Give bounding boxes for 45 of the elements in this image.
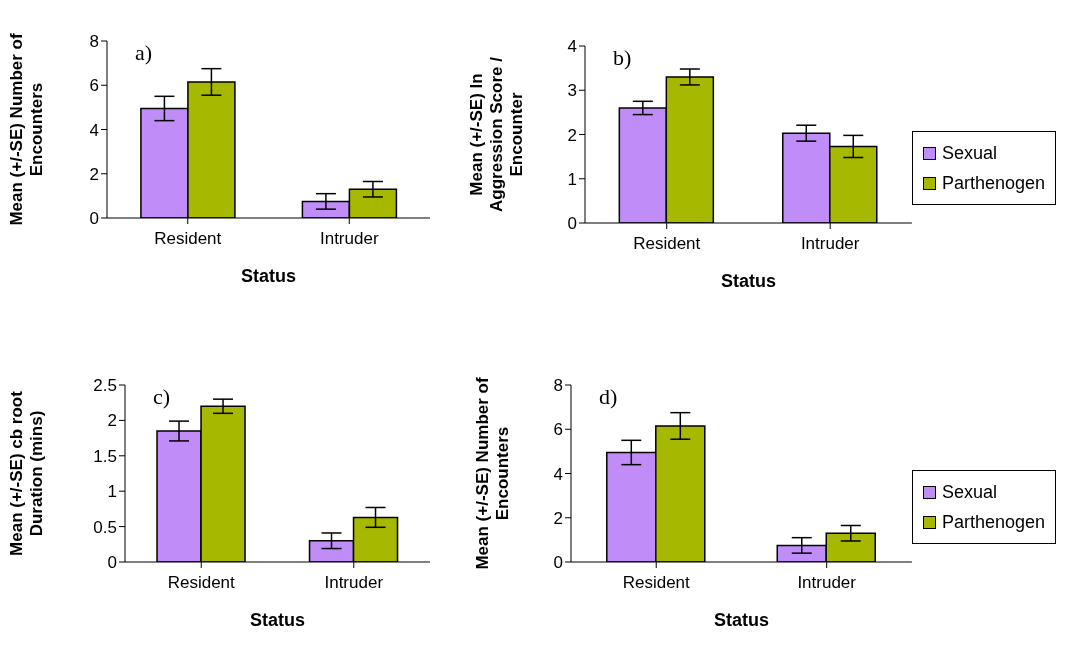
legend-label: Sexual: [941, 481, 997, 504]
y-tick-label: 0: [89, 209, 99, 229]
x-axis-title: Status: [713, 610, 769, 630]
x-tick-label: Intruder: [797, 573, 857, 593]
y-tick-label: 2.5: [93, 376, 117, 396]
x-tick-label: Resident: [154, 229, 222, 249]
y-tick-label: 2: [107, 411, 117, 431]
y-tick-label: 0.5: [93, 517, 117, 537]
x-tick-label: Intruder: [319, 229, 379, 249]
x-tick-label: Intruder: [800, 234, 860, 254]
y-tick-label: 1.5: [93, 446, 117, 466]
y-tick-label: 2: [553, 508, 563, 528]
x-tick-label: Resident: [633, 234, 701, 254]
x-tick-label: Resident: [622, 573, 691, 593]
y-axis-title: Mean (+/-SE) cb root Duration (mins): [7, 390, 46, 556]
x-tick-label: Resident: [167, 573, 236, 593]
x-tick-label: Intruder: [324, 573, 384, 593]
legend-label: Parthenogen: [941, 511, 1045, 534]
annotation: c): [153, 384, 171, 410]
legend-label: Parthenogen: [941, 172, 1045, 195]
y-axis-title: Mean (+/-SE) Number of Encounters: [7, 33, 46, 226]
y-tick-label: 8: [553, 376, 563, 396]
y-tick-label: 1: [107, 482, 117, 502]
y-axis-title: Mean (+/-SE) ln Aggression Score / Encounter: [467, 56, 526, 212]
y-tick-label: 6: [553, 420, 563, 440]
y-tick-label: 3: [567, 81, 577, 101]
annotation: a): [135, 40, 153, 66]
x-axis-title: Status: [720, 271, 776, 291]
y-tick-label: 4: [567, 37, 577, 57]
y-axis-title: Mean (+/-SE) Number of Encounters: [473, 377, 512, 570]
y-tick-label: 8: [89, 32, 99, 52]
y-tick-label: 2: [567, 125, 577, 145]
annotation: d): [599, 384, 618, 410]
y-tick-label: 0: [553, 553, 563, 573]
x-axis-title: Status: [249, 610, 306, 630]
y-tick-label: 4: [553, 464, 563, 484]
y-tick-label: 0: [107, 553, 117, 573]
annotation: b): [613, 45, 632, 71]
y-tick-label: 1: [567, 169, 577, 189]
legend-label: Sexual: [941, 142, 997, 165]
y-tick-label: 0: [567, 214, 577, 234]
y-tick-label: 4: [89, 120, 99, 140]
y-tick-label: 6: [89, 76, 99, 96]
x-axis-title: Status: [240, 266, 297, 286]
y-tick-label: 2: [89, 164, 99, 184]
